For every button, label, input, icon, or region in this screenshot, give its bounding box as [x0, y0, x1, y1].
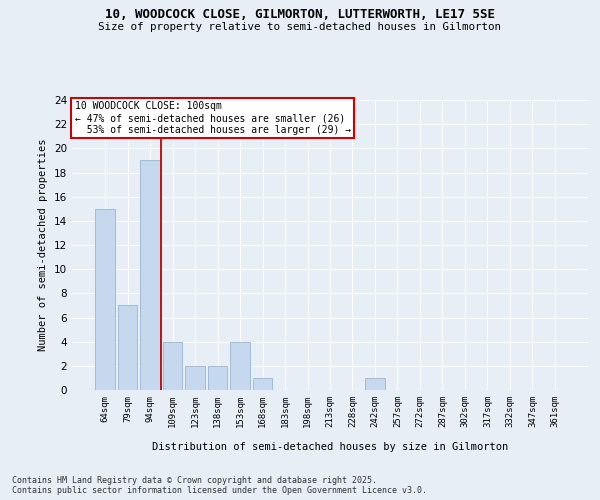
Text: 10, WOODCOCK CLOSE, GILMORTON, LUTTERWORTH, LE17 5SE: 10, WOODCOCK CLOSE, GILMORTON, LUTTERWOR…: [105, 8, 495, 20]
Text: Distribution of semi-detached houses by size in Gilmorton: Distribution of semi-detached houses by …: [152, 442, 508, 452]
Text: Contains HM Land Registry data © Crown copyright and database right 2025.
Contai: Contains HM Land Registry data © Crown c…: [12, 476, 427, 495]
Bar: [95, 209, 115, 390]
Text: 10 WOODCOCK CLOSE: 100sqm
← 47% of semi-detached houses are smaller (26)
  53% o: 10 WOODCOCK CLOSE: 100sqm ← 47% of semi-…: [74, 102, 351, 134]
Bar: [140, 160, 160, 390]
Bar: [365, 378, 385, 390]
Bar: [118, 306, 137, 390]
Text: Size of property relative to semi-detached houses in Gilmorton: Size of property relative to semi-detach…: [98, 22, 502, 32]
Bar: [163, 342, 182, 390]
Bar: [253, 378, 272, 390]
Bar: [185, 366, 205, 390]
Bar: [230, 342, 250, 390]
Bar: [208, 366, 227, 390]
Y-axis label: Number of semi-detached properties: Number of semi-detached properties: [38, 138, 49, 352]
